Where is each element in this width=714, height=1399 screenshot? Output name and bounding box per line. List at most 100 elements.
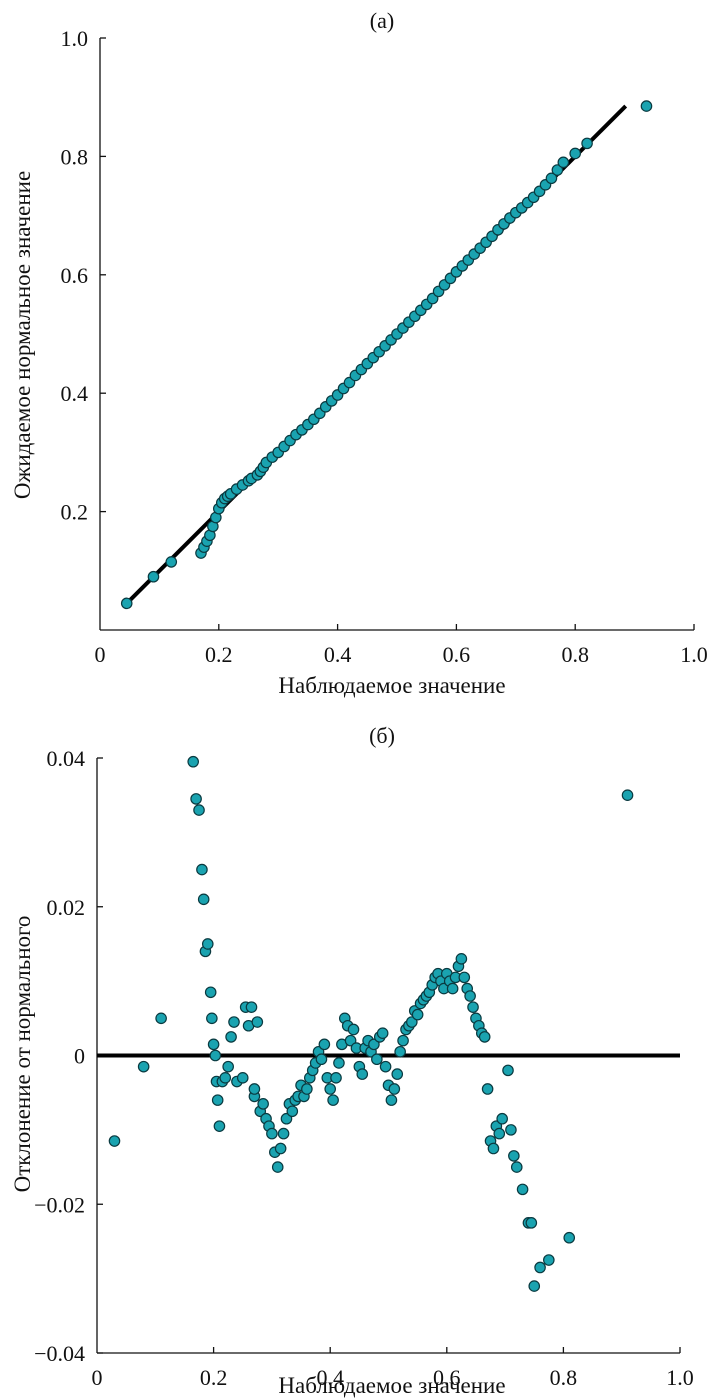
- x-tick-label: 1.0: [666, 1365, 694, 1390]
- data-point: [464, 990, 476, 1002]
- data-point: [274, 1142, 287, 1155]
- y-tick-label: 0.8: [61, 144, 89, 169]
- panel-a-y-axis-label: Ожидаемое нормальное значение: [10, 171, 35, 499]
- data-point: [487, 1142, 500, 1155]
- panel-a: (a) Ожидаемое нормальное значение Наблюд…: [10, 8, 708, 698]
- panel-a-y-ticks: 0.2 0.4 0.6 0.8 1.0: [61, 26, 106, 525]
- data-point: [137, 1060, 150, 1073]
- data-point: [502, 1064, 514, 1077]
- data-point: [581, 137, 593, 150]
- x-tick-label: 0: [95, 642, 106, 667]
- data-point: [446, 982, 459, 995]
- y-tick-label: −0.02: [34, 1192, 85, 1217]
- data-point: [493, 1127, 506, 1140]
- x-tick-label: 0.2: [205, 642, 233, 667]
- data-point: [394, 1045, 406, 1058]
- panel-a-points: [120, 100, 653, 610]
- data-point: [534, 1261, 546, 1274]
- data-point: [376, 1027, 389, 1039]
- data-point: [327, 1094, 339, 1106]
- x-tick-label: 0.8: [550, 1365, 578, 1390]
- data-point: [545, 172, 558, 185]
- y-tick-label: 0.04: [47, 746, 86, 771]
- data-point: [379, 1060, 392, 1073]
- x-tick-label: 0.8: [561, 642, 589, 667]
- panel-b-x-axis-label: Наблюдаемое значение: [278, 1373, 505, 1398]
- data-point: [286, 1105, 299, 1118]
- panel-b-title: (б): [369, 723, 395, 748]
- x-tick-label: 0.4: [316, 1365, 344, 1390]
- data-point: [204, 986, 217, 999]
- x-tick-label: 0.6: [443, 642, 471, 667]
- data-point: [368, 1038, 380, 1051]
- data-point: [197, 893, 210, 906]
- data-point: [196, 863, 208, 876]
- y-tick-label: 0.6: [61, 263, 89, 288]
- data-point: [371, 1053, 383, 1066]
- data-point: [621, 789, 634, 801]
- data-point: [525, 1217, 538, 1229]
- data-point: [528, 1280, 541, 1292]
- y-tick-label: 0: [74, 1044, 85, 1069]
- data-point: [187, 755, 199, 768]
- data-point: [467, 1001, 479, 1013]
- data-point: [505, 1124, 517, 1136]
- data-point: [516, 1183, 529, 1196]
- data-point: [563, 1231, 576, 1244]
- data-point: [397, 1034, 409, 1047]
- data-point: [330, 1072, 342, 1084]
- data-point: [206, 1012, 218, 1025]
- data-point: [193, 804, 205, 816]
- panel-b-x-ticks: 0 0.2 0.4 0.6 0.8 1.0: [92, 1347, 694, 1390]
- data-point: [225, 1031, 237, 1043]
- data-point: [301, 1083, 313, 1095]
- panel-b-points: [108, 755, 634, 1292]
- y-tick-label: 0.2: [61, 500, 89, 525]
- data-point: [245, 1001, 258, 1013]
- data-point: [551, 164, 564, 176]
- data-point: [271, 1161, 284, 1173]
- data-point: [251, 1016, 264, 1028]
- data-point: [248, 1083, 261, 1095]
- data-point: [190, 793, 202, 805]
- data-point: [108, 1135, 121, 1147]
- data-point: [458, 971, 471, 984]
- y-tick-label: 0.4: [61, 381, 89, 406]
- data-point: [406, 1016, 418, 1028]
- panel-a-x-axis-label: Наблюдаемое значение: [278, 673, 505, 698]
- data-point: [508, 1150, 520, 1162]
- data-point: [201, 938, 214, 950]
- data-point: [165, 556, 178, 568]
- data-point: [391, 1068, 404, 1080]
- x-tick-label: 0.2: [200, 1365, 228, 1390]
- data-point: [257, 1098, 269, 1110]
- data-point: [411, 1008, 424, 1021]
- data-point: [543, 1254, 555, 1266]
- data-point: [510, 1161, 523, 1173]
- y-tick-label: 0.02: [47, 895, 86, 920]
- data-point: [120, 597, 133, 610]
- panel-b-y-ticks: −0.04 −0.02 0 0.02 0.04: [34, 746, 103, 1366]
- data-point: [147, 570, 160, 583]
- data-point: [478, 1031, 491, 1043]
- data-point: [557, 156, 570, 169]
- data-point: [481, 1083, 494, 1095]
- data-point: [388, 1083, 401, 1095]
- data-point: [324, 1083, 336, 1095]
- x-tick-label: 1.0: [680, 642, 708, 667]
- data-point: [347, 1023, 360, 1036]
- data-point: [356, 1068, 369, 1080]
- data-point: [155, 1012, 167, 1025]
- panel-a-title: (a): [370, 8, 394, 33]
- data-point: [222, 1060, 234, 1073]
- panel-b: (б) Отклонение от нормального Наблюдаемо…: [10, 723, 694, 1398]
- data-point: [385, 1094, 398, 1106]
- panel-a-x-ticks: 0 0.2 0.4 0.6 0.8 1.0: [95, 624, 708, 667]
- y-tick-label: 1.0: [61, 26, 89, 51]
- x-tick-label: 0.4: [324, 642, 352, 667]
- data-point: [569, 147, 581, 160]
- data-point: [455, 953, 468, 965]
- data-point: [496, 1112, 508, 1125]
- data-point: [344, 1034, 357, 1047]
